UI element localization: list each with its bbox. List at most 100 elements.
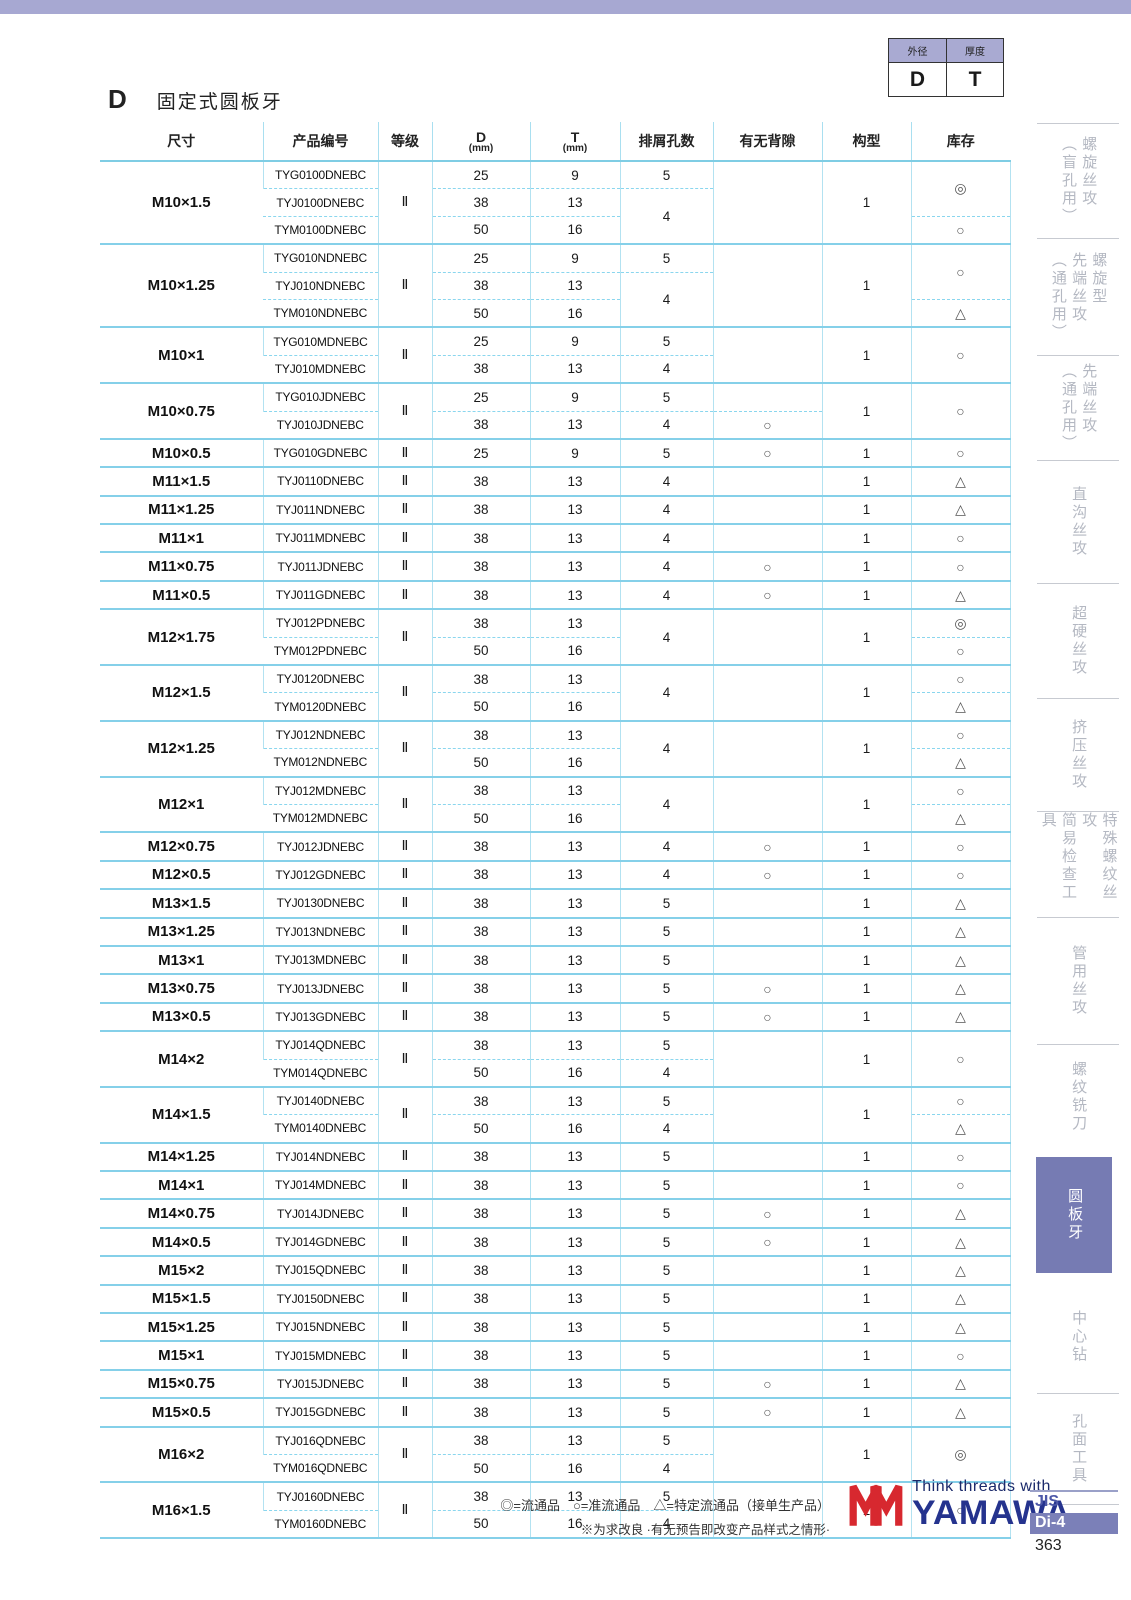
config-cell: 1 <box>821 467 911 497</box>
sidebar-tab-label: 圆板牙 <box>1066 1188 1084 1242</box>
grade-cell: Ⅱ <box>377 1171 432 1201</box>
stock-cell: ○ <box>910 1031 1011 1088</box>
table-row: TYJ010NDNEBC 38 13 4 <box>100 272 1010 329</box>
stock-cell: △ <box>910 1002 1011 1033</box>
stock-cell: △ <box>910 1369 1011 1400</box>
table-row: M15×1.5 TYJ0150DNEBC Ⅱ 38 13 5 1 △ <box>100 1284 1011 1315</box>
config-cell: 1 <box>821 1426 911 1484</box>
diameter-cell: 50 <box>431 1510 530 1540</box>
grade-cell: Ⅱ <box>377 1482 432 1540</box>
diameter-cell: 38 <box>431 272 530 300</box>
sidebar-divider <box>1037 917 1119 918</box>
table-row: TYM012MDNEBC 50 16 △ <box>100 804 1011 834</box>
backlash-cell: ○ <box>712 580 822 611</box>
backlash-cell <box>712 1031 822 1088</box>
stock-cell: ○ <box>910 1171 1011 1201</box>
diameter-cell: 38 <box>431 580 530 611</box>
product-code-cell: TYJ010MDNEBC <box>263 355 378 385</box>
backlash-cell <box>712 327 822 385</box>
grade-cell: Ⅱ <box>377 1284 432 1315</box>
holes-cell: 4 <box>619 411 713 440</box>
product-code-cell: TYJ012JDNEBC <box>262 832 378 862</box>
table-row: M15×0.5 TYJ015GDNEBC Ⅱ 38 13 5 ○ 1 △ <box>100 1398 1011 1428</box>
product-code-cell: TYJ011NDNEBC <box>262 495 378 526</box>
config-cell: 1 <box>821 580 911 611</box>
diameter-cell: 25 <box>431 383 530 412</box>
footer-legend: ◎=流通品 ○=准流通品 △=特定流通品（接单生产品） ※为求改良 ·有无预告即… <box>430 1495 830 1538</box>
holes-cell: 4 <box>619 580 713 611</box>
diameter-cell: 50 <box>431 216 530 246</box>
product-code-cell: TYJ014GDNEBC <box>262 1227 378 1258</box>
sidebar-tab: 特殊螺纹丝攻 简易检查工具 <box>1028 812 1128 917</box>
size-cell: M11×0.75 <box>100 552 263 582</box>
holes-cell: 4 <box>619 1454 714 1484</box>
config-cell: 1 <box>821 832 911 862</box>
stock-cell: △ <box>910 1256 1011 1286</box>
backlash-cell: ○ <box>712 974 822 1004</box>
table-row: TYM0140DNEBC 50 16 4 △ <box>100 1114 1011 1144</box>
thickness-cell: 13 <box>529 1031 620 1060</box>
holes-cell: 4 <box>619 720 713 778</box>
table-row: M13×0.5 TYJ013GDNEBC Ⅱ 38 13 5 ○ 1 △ <box>100 1002 1011 1033</box>
thickness-cell: 13 <box>529 1002 620 1033</box>
table-row: M16×2 TYJ016QDNEBC Ⅱ 38 13 5 1 ◎ <box>100 1426 1011 1484</box>
config-cell: 1 <box>821 609 911 667</box>
diameter-cell: 38 <box>431 355 530 385</box>
diameter-cell: 38 <box>431 1199 530 1229</box>
product-code-cell: TYJ014QDNEBC <box>262 1031 378 1060</box>
table-row: M11×0.5 TYJ011GDNEBC Ⅱ 38 13 4 ○ 1 △ <box>100 580 1011 611</box>
spec-table: 尺寸 产品编号 等级 D (mm) T (mm) 排屑孔数 有无背隙 构型 库存 M… <box>100 122 1011 1540</box>
thickness-cell: 13 <box>529 552 620 582</box>
backlash-cell <box>712 1426 822 1484</box>
table-row: M10×0.75 TYG010JDNEBC Ⅱ 25 9 5 1 ○ <box>100 383 1011 440</box>
header-d: D (mm) <box>431 122 530 162</box>
thickness-cell: 16 <box>529 1059 620 1088</box>
diameter-cell: 38 <box>431 1426 530 1455</box>
config-cell: 1 <box>821 1002 911 1033</box>
size-cell: M10×1.5 <box>100 161 263 246</box>
table-row: M13×0.75 TYJ013JDNEBC Ⅱ 38 13 5 ○ 1 △ <box>100 974 1011 1004</box>
sidebar-tab-label: 特殊螺纹丝攻 简易检查工具 <box>1039 812 1118 902</box>
holes-cell: 5 <box>619 1369 713 1400</box>
product-code-cell: TYG010NDNEBC <box>262 244 378 273</box>
thickness-cell: 13 <box>529 945 620 976</box>
grade-cell: Ⅱ <box>377 889 432 919</box>
size-cell: M11×1.25 <box>100 495 263 526</box>
grade-cell: Ⅱ <box>377 665 432 722</box>
table-row: M13×1.25 TYJ013NDNEBC Ⅱ 38 13 5 1 △ <box>100 917 1011 947</box>
config-cell: 1 <box>821 1086 911 1144</box>
table-row: M12×1.75 TYJ012PDNEBC Ⅱ 38 13 4 1 ◎ <box>100 609 1011 667</box>
config-cell: 1 <box>821 720 911 778</box>
thickness-cell: 13 <box>529 188 620 217</box>
thickness-cell: 16 <box>529 804 620 834</box>
size-cell: M10×1.25 <box>100 244 263 329</box>
table-row: TYM0120DNEBC 50 16 △ <box>100 692 1011 722</box>
ref-d-value: D <box>889 63 946 96</box>
diameter-cell: 38 <box>431 1398 530 1428</box>
table-row: M14×0.75 TYJ014JDNEBC Ⅱ 38 13 5 ○ 1 △ <box>100 1199 1011 1229</box>
thickness-cell: 13 <box>529 1284 620 1315</box>
thickness-cell: 16 <box>529 1114 620 1144</box>
table-row: TYM014QDNEBC 50 16 4 <box>100 1059 1010 1088</box>
holes-cell: 4 <box>619 188 714 246</box>
size-cell: M12×1 <box>100 776 263 834</box>
backlash-cell <box>712 917 822 947</box>
holes-cell: 5 <box>619 1199 713 1229</box>
holes-cell: 4 <box>619 1510 714 1540</box>
stock-cell: △ <box>910 1114 1011 1144</box>
backlash-cell <box>712 244 822 329</box>
thickness-cell: 13 <box>529 1369 620 1400</box>
size-cell: M12×0.5 <box>100 860 263 891</box>
stock-cell: △ <box>910 917 1011 947</box>
config-cell: 1 <box>821 1341 911 1371</box>
grade-cell: Ⅱ <box>377 945 432 976</box>
section-title: 固定式圆板牙 <box>156 92 283 113</box>
diameter-cell: 38 <box>431 411 530 440</box>
diameter-cell: 38 <box>431 1313 530 1343</box>
table-row: M14×2 TYJ014QDNEBC Ⅱ 38 13 5 1 ○ <box>100 1031 1011 1088</box>
size-cell: M15×1 <box>100 1341 263 1371</box>
backlash-cell: ○ <box>712 1398 822 1428</box>
section-letter: D <box>108 84 127 114</box>
thickness-cell: 13 <box>529 1313 620 1343</box>
thickness-cell: 13 <box>529 272 620 300</box>
